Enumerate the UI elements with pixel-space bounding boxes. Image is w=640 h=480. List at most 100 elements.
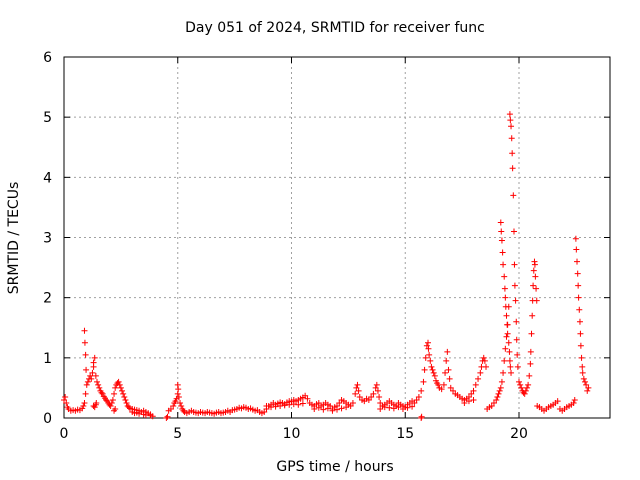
data-point [109, 396, 116, 403]
data-point [123, 399, 130, 406]
data-point [570, 399, 577, 406]
data-point [92, 372, 99, 379]
data-point [577, 342, 584, 349]
data-point [311, 405, 318, 412]
data-point [116, 381, 123, 388]
x-tick-label: 15 [396, 426, 414, 442]
data-point [372, 384, 379, 391]
data-point [443, 357, 450, 364]
data-point [511, 282, 518, 289]
data-point [334, 406, 340, 413]
data-point [501, 357, 508, 364]
data-point [96, 384, 103, 391]
data-point [580, 375, 587, 382]
data-point [523, 384, 530, 391]
data-marks [61, 111, 592, 421]
data-point [529, 312, 536, 319]
data-point [584, 387, 591, 394]
x-tick-label: 5 [173, 426, 182, 442]
data-point [95, 381, 102, 388]
data-point [164, 413, 171, 420]
data-point [377, 405, 384, 412]
data-point [447, 384, 454, 391]
data-point [440, 381, 447, 388]
data-point [178, 402, 185, 409]
data-point [281, 402, 288, 409]
data-point [470, 387, 477, 394]
data-point [480, 354, 487, 361]
data-point [514, 363, 521, 370]
data-point [81, 327, 88, 334]
data-point [177, 399, 184, 406]
data-point [315, 404, 322, 411]
data-point [498, 228, 505, 235]
y-axis-label: SRMTID / TECUs [6, 182, 22, 295]
chart-title: Day 051 of 2024, SRMTID for receiver fun… [185, 20, 485, 36]
axis-ticks: 0 5 10 15 20 0 1 2 3 4 5 6 [43, 50, 610, 442]
data-point [115, 378, 122, 385]
data-point [103, 396, 110, 403]
data-point [514, 351, 521, 358]
x-axis-label: GPS time / hours [276, 459, 393, 475]
y-tick-label: 5 [43, 110, 52, 126]
data-point [531, 261, 538, 268]
data-point [475, 375, 482, 382]
data-point [503, 312, 510, 319]
data-point [426, 351, 433, 358]
data-point [63, 399, 70, 406]
data-point [510, 192, 517, 199]
data-point [572, 235, 579, 242]
data-point [108, 399, 115, 406]
data-point [576, 306, 583, 313]
data-point [500, 369, 507, 376]
data-point [347, 402, 354, 409]
data-point [522, 387, 529, 394]
data-point [576, 318, 583, 325]
data-point [98, 389, 105, 396]
data-point [83, 381, 90, 388]
data-point [583, 381, 590, 388]
data-point [512, 297, 519, 304]
data-point [554, 398, 561, 405]
data-point [516, 378, 522, 385]
data-point [506, 111, 513, 118]
data-point [370, 390, 377, 397]
data-point [422, 354, 429, 361]
data-point [121, 393, 128, 400]
data-point [461, 399, 468, 406]
data-point [89, 369, 96, 376]
data-point [272, 403, 279, 410]
data-point [575, 282, 582, 289]
data-point [425, 345, 432, 352]
data-point [90, 359, 97, 366]
y-tick-label: 4 [43, 170, 52, 186]
data-point [429, 366, 436, 373]
data-point [149, 413, 156, 420]
data-point [381, 404, 388, 411]
data-point [465, 398, 472, 405]
data-point [374, 387, 381, 394]
data-point [82, 351, 89, 358]
data-point [504, 330, 511, 337]
data-point [445, 366, 452, 373]
data-point [532, 273, 539, 280]
data-point [107, 402, 114, 409]
data-point [261, 408, 268, 415]
data-point [299, 400, 306, 407]
data-point [510, 228, 517, 235]
y-tick-label: 0 [43, 411, 52, 427]
data-point [513, 336, 520, 343]
data-point [585, 384, 592, 391]
data-point [420, 378, 427, 385]
data-point [119, 387, 126, 394]
data-point [343, 404, 350, 411]
data-point [505, 339, 512, 346]
data-point [438, 386, 445, 393]
data-point [495, 390, 502, 397]
data-point [170, 402, 177, 409]
data-point [91, 354, 98, 361]
data-point [517, 381, 524, 388]
data-point [518, 384, 525, 391]
data-point [579, 363, 586, 370]
data-point [431, 372, 438, 379]
